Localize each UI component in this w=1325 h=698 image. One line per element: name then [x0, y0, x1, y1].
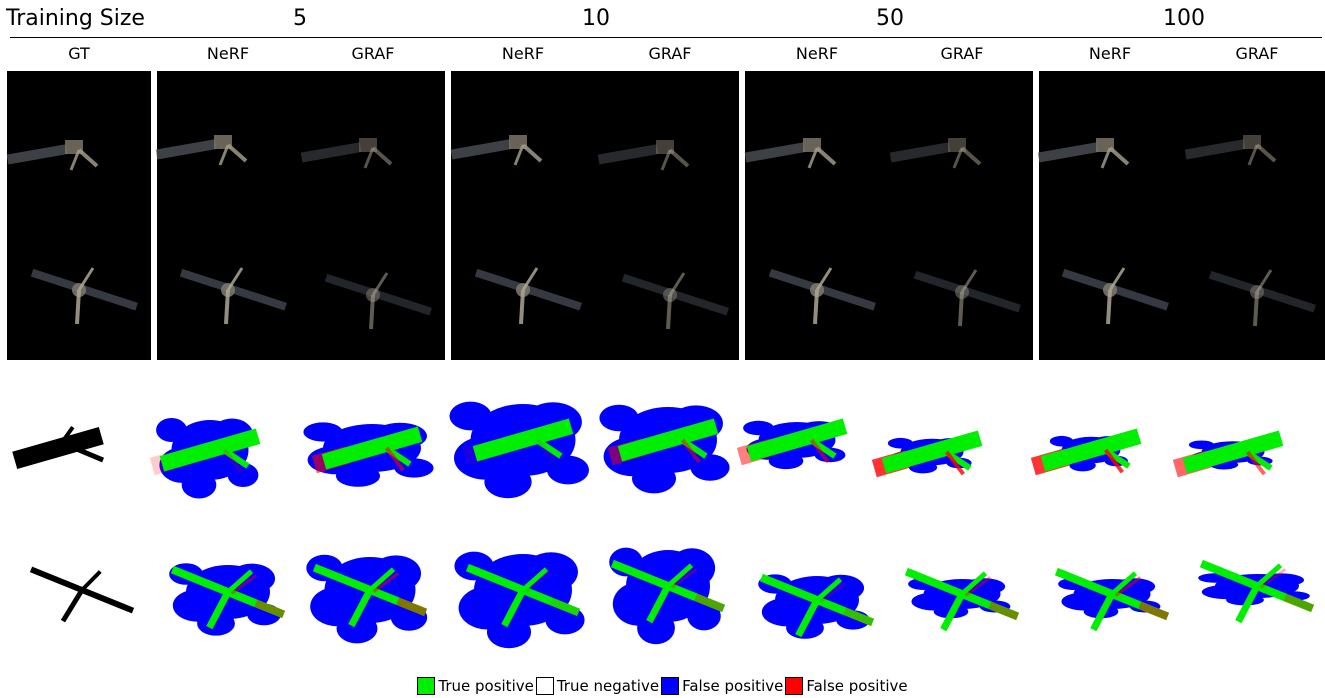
- col-label-nerf-100: NeRF: [1088, 44, 1132, 63]
- legend-label: False positive: [806, 677, 908, 695]
- legend-item-true-negative: True negative: [535, 677, 660, 695]
- render-panel-10: [451, 71, 739, 360]
- render-panel-50: [745, 71, 1033, 360]
- prediction-mask: [169, 563, 286, 636]
- col-label-gt: GT: [68, 44, 90, 63]
- legend-label: True negative: [556, 677, 660, 695]
- header-rule: [10, 37, 1322, 38]
- satellite-render: [179, 267, 287, 325]
- col-label-graf-5: GRAF: [351, 44, 395, 63]
- group-label-5: 5: [293, 6, 307, 31]
- figure-header-title: Training Size: [6, 6, 145, 31]
- prediction-mask: [306, 554, 428, 644]
- prediction-mask: [609, 547, 726, 645]
- satellite-render: [450, 135, 543, 166]
- prediction-mask: [449, 401, 589, 499]
- prediction-mask: [758, 573, 875, 639]
- satellite-render: [889, 138, 982, 169]
- legend-item-true-positive: True positive: [417, 677, 534, 695]
- satellite-render: [6, 140, 99, 171]
- satellite-render: [30, 267, 138, 325]
- group-label-100: 100: [1163, 6, 1205, 31]
- col-label-nerf-5: NeRF: [206, 44, 250, 63]
- legend: True positive True negative False positi…: [0, 676, 1325, 696]
- satellite-render: [597, 140, 690, 171]
- satellite-render: [155, 135, 248, 166]
- satellite-render: [744, 138, 837, 169]
- col-label-graf-100: GRAF: [1235, 44, 1279, 63]
- col-label-graf-10: GRAF: [648, 44, 692, 63]
- satellite-render: [300, 138, 393, 169]
- gt-mask-top: [12, 425, 105, 470]
- satellite-render: [621, 272, 729, 330]
- legend-swatch-red: [785, 677, 804, 695]
- prediction-mask: [1054, 567, 1170, 632]
- satellite-render: [324, 272, 432, 330]
- prediction-mask: [1198, 559, 1315, 624]
- render-panel-5: [157, 71, 445, 360]
- prediction-mask: [599, 404, 730, 494]
- group-label-50: 50: [876, 6, 904, 31]
- satellite-render: [768, 267, 876, 325]
- legend-label: True positive: [438, 677, 534, 695]
- prediction-mask: [303, 422, 434, 487]
- satellite-render: [1061, 267, 1169, 325]
- legend-swatch-white: [535, 677, 554, 695]
- prediction-mask: [1030, 428, 1142, 476]
- satellite-render: [1184, 135, 1277, 166]
- legend-swatch-blue: [661, 677, 680, 695]
- col-label-nerf-50: NeRF: [795, 44, 839, 63]
- legend-item-false-positive-blue: False positive: [661, 677, 783, 695]
- group-label-10: 10: [582, 6, 610, 31]
- prediction-mask: [904, 567, 1020, 632]
- prediction-mask: [871, 430, 983, 478]
- prediction-mask: [454, 551, 585, 649]
- gt-mask-bottom: [29, 566, 135, 623]
- satellite-render: [1208, 269, 1316, 327]
- col-label-nerf-10: NeRF: [501, 44, 545, 63]
- satellite-render: [1037, 138, 1130, 169]
- col-label-graf-50: GRAF: [940, 44, 984, 63]
- legend-label: False positive: [682, 677, 784, 695]
- prediction-mask: [149, 418, 261, 499]
- legend-swatch-green: [417, 677, 436, 695]
- render-panel-100: [1039, 71, 1325, 360]
- satellite-render: [474, 267, 582, 325]
- prediction-mask: [736, 418, 848, 470]
- legend-item-false-positive-red: False positive: [785, 677, 908, 695]
- satellite-render: [913, 269, 1021, 327]
- prediction-mask: [1172, 430, 1284, 478]
